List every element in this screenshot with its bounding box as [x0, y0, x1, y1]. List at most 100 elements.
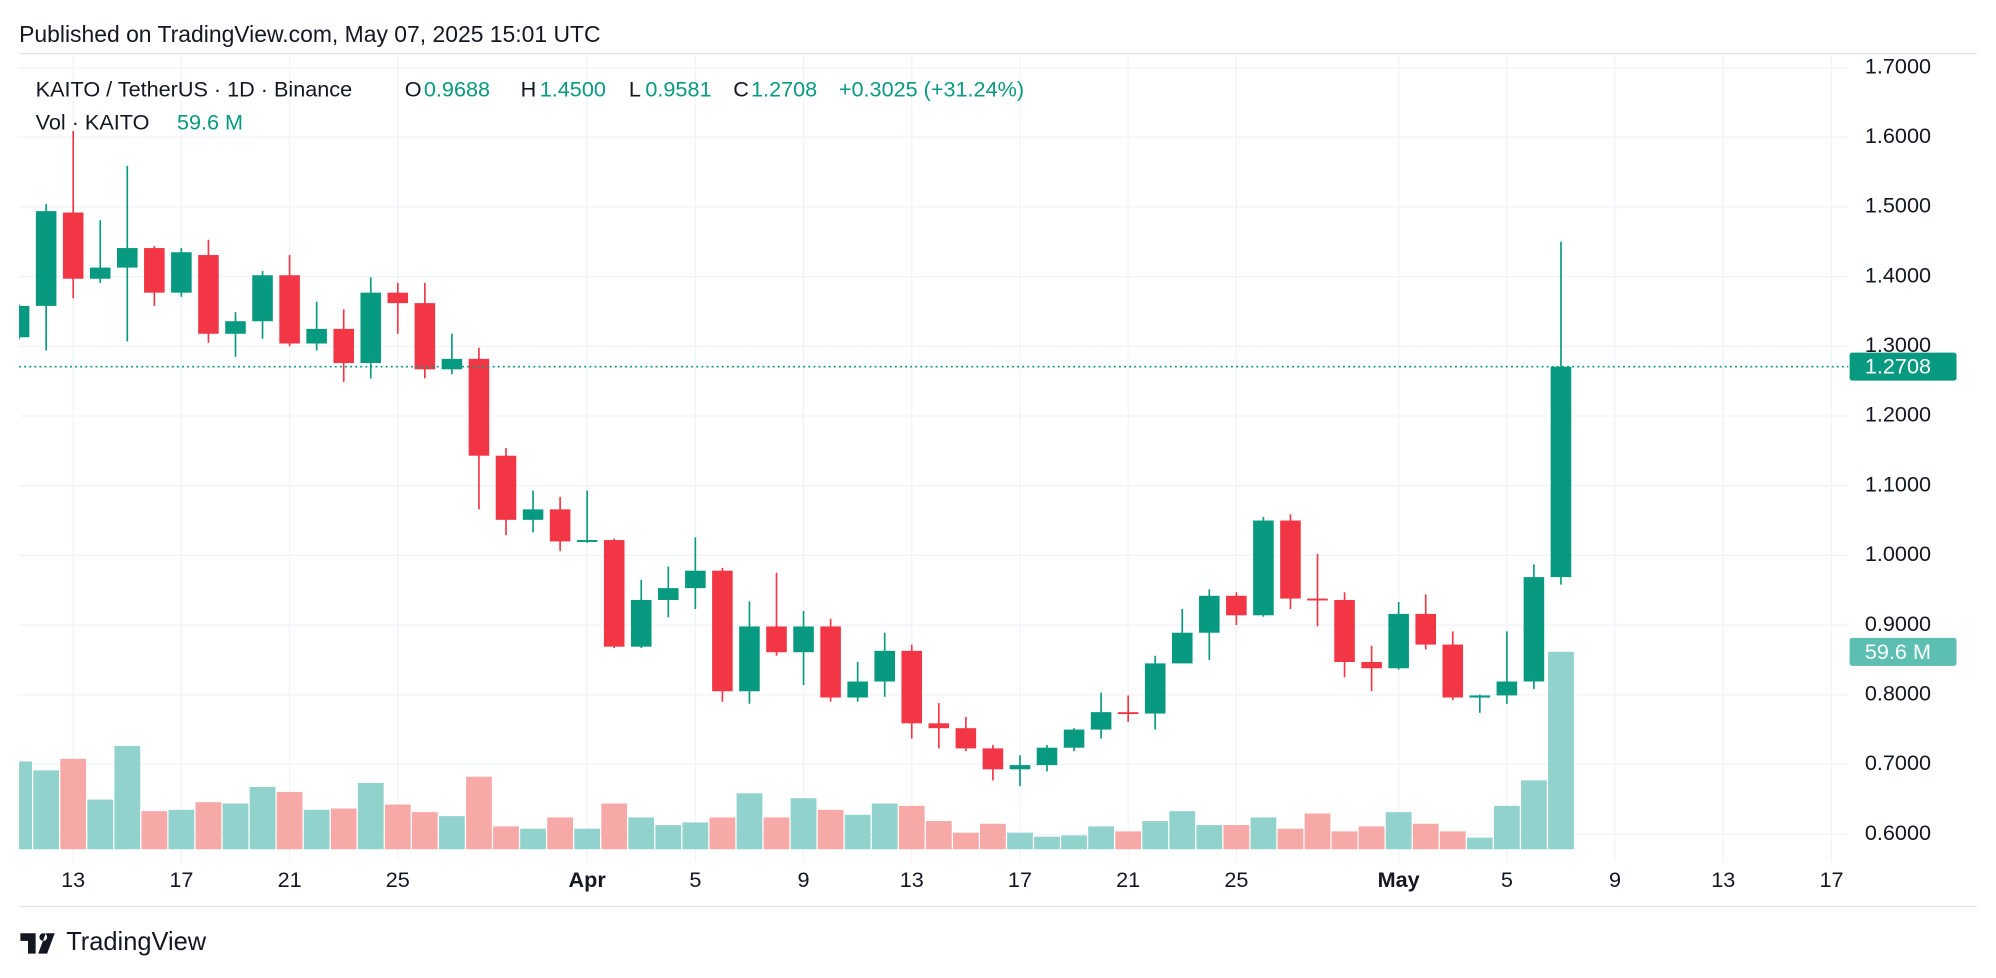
volume-bar	[1088, 826, 1114, 850]
candle-body	[522, 509, 544, 520]
x-tick-label: 17	[169, 867, 193, 892]
volume-bar	[980, 823, 1006, 850]
volume-bar	[1304, 813, 1331, 850]
volume-bar	[114, 745, 141, 850]
candle-body	[1523, 577, 1545, 682]
candle-body	[333, 328, 354, 364]
x-tick-label: 21	[278, 867, 302, 892]
y-tick-label: 1.0000	[1865, 541, 1931, 566]
volume-bar	[1223, 825, 1250, 850]
volume-bar	[60, 758, 87, 850]
y-tick-label: 0.7000	[1865, 750, 1931, 775]
candle-body	[1226, 595, 1247, 616]
candle-body	[1361, 661, 1382, 669]
volume-bar	[520, 828, 546, 850]
x-tick-label: 13	[61, 867, 85, 892]
volume-title: Vol · KAITO	[36, 109, 150, 134]
candle-body	[1253, 520, 1274, 616]
candle-body	[576, 540, 598, 542]
candle-body	[1334, 599, 1355, 662]
low-label: L	[629, 76, 641, 101]
volume-bar	[655, 825, 682, 850]
candle-body	[928, 723, 950, 729]
volume-bar	[1007, 832, 1033, 850]
volume-bar	[574, 828, 601, 850]
volume-bar	[141, 811, 168, 850]
volume-bar	[601, 803, 628, 850]
logo	[20, 933, 55, 954]
volume-bar	[195, 802, 222, 850]
x-tick-label: May	[1378, 867, 1420, 892]
candle-body	[874, 650, 895, 682]
volume-bar	[19, 761, 32, 850]
y-tick-label: 0.9000	[1865, 611, 1931, 636]
candle-body	[1036, 747, 1058, 766]
volume-bar	[1277, 828, 1304, 850]
last-price-label: 1.2708	[1865, 354, 1931, 379]
volume-bar	[682, 822, 709, 850]
symbol: KAITO / TetherUS · 1D · Binance	[36, 76, 353, 101]
volume-bar	[87, 799, 114, 850]
candle-body	[901, 650, 923, 724]
candle-body	[982, 748, 1004, 770]
volume-bar	[736, 793, 763, 850]
candle-body	[117, 248, 138, 268]
volume-bar	[330, 808, 357, 850]
candle-body	[1063, 729, 1085, 748]
candle-body	[387, 292, 409, 304]
candle-body	[144, 248, 165, 293]
close-label: C	[733, 76, 749, 101]
candle-body	[766, 626, 787, 653]
candle-body	[739, 626, 760, 692]
volume-bar	[628, 817, 655, 850]
candle-body	[847, 681, 868, 698]
change-value: +0.3025 (+31.24%)	[839, 76, 1024, 101]
published-note: Published on TradingView.com, May 07, 20…	[19, 21, 600, 47]
candle-body	[1469, 695, 1491, 698]
volume-pane	[19, 651, 1574, 850]
volume-bar	[1331, 831, 1358, 850]
volume-bar	[1061, 835, 1087, 850]
candle-body	[630, 599, 652, 647]
candle-body	[1144, 663, 1166, 714]
volume-bar	[763, 817, 790, 850]
candle-body	[549, 509, 571, 542]
x-tick-label: 17	[1819, 867, 1843, 892]
x-tick-label: 13	[1711, 867, 1735, 892]
candle-body	[495, 455, 517, 520]
candle-body	[441, 358, 463, 370]
open-label: O	[405, 76, 422, 101]
volume-bar	[1034, 836, 1060, 850]
y-tick-label: 1.1000	[1865, 471, 1931, 496]
candles	[19, 130, 1572, 787]
candle-body	[1280, 520, 1301, 599]
candle-body	[225, 321, 246, 334]
candle-body	[360, 292, 382, 364]
volume-bar	[1521, 780, 1547, 850]
x-tick-label: 25	[1224, 867, 1248, 892]
volume-bar	[817, 809, 844, 850]
y-tick-label: 1.6000	[1865, 123, 1931, 148]
candle-body	[1307, 598, 1328, 601]
volume-bar	[1250, 817, 1277, 850]
candle-body	[62, 212, 84, 279]
volume-bar	[1548, 651, 1574, 850]
x-tick-label: Apr	[569, 867, 607, 892]
footer: TradingView	[20, 928, 207, 956]
candle-body	[252, 275, 273, 322]
volume-bar	[925, 821, 952, 850]
x-tick-label: 9	[798, 867, 810, 892]
candle-body	[820, 626, 841, 698]
high-value: 1.4500	[540, 76, 606, 101]
volume-bar	[1385, 812, 1412, 850]
candle-body	[468, 358, 490, 456]
candle-body	[1009, 765, 1031, 770]
volume-badge	[1849, 637, 1957, 666]
candle-body	[198, 255, 219, 334]
volume-bar	[790, 798, 817, 850]
volume-bar	[1358, 826, 1385, 850]
y-tick-label: 1.7000	[1865, 53, 1931, 78]
candle-body	[414, 303, 436, 370]
y-tick-label: 1.4000	[1865, 262, 1931, 287]
